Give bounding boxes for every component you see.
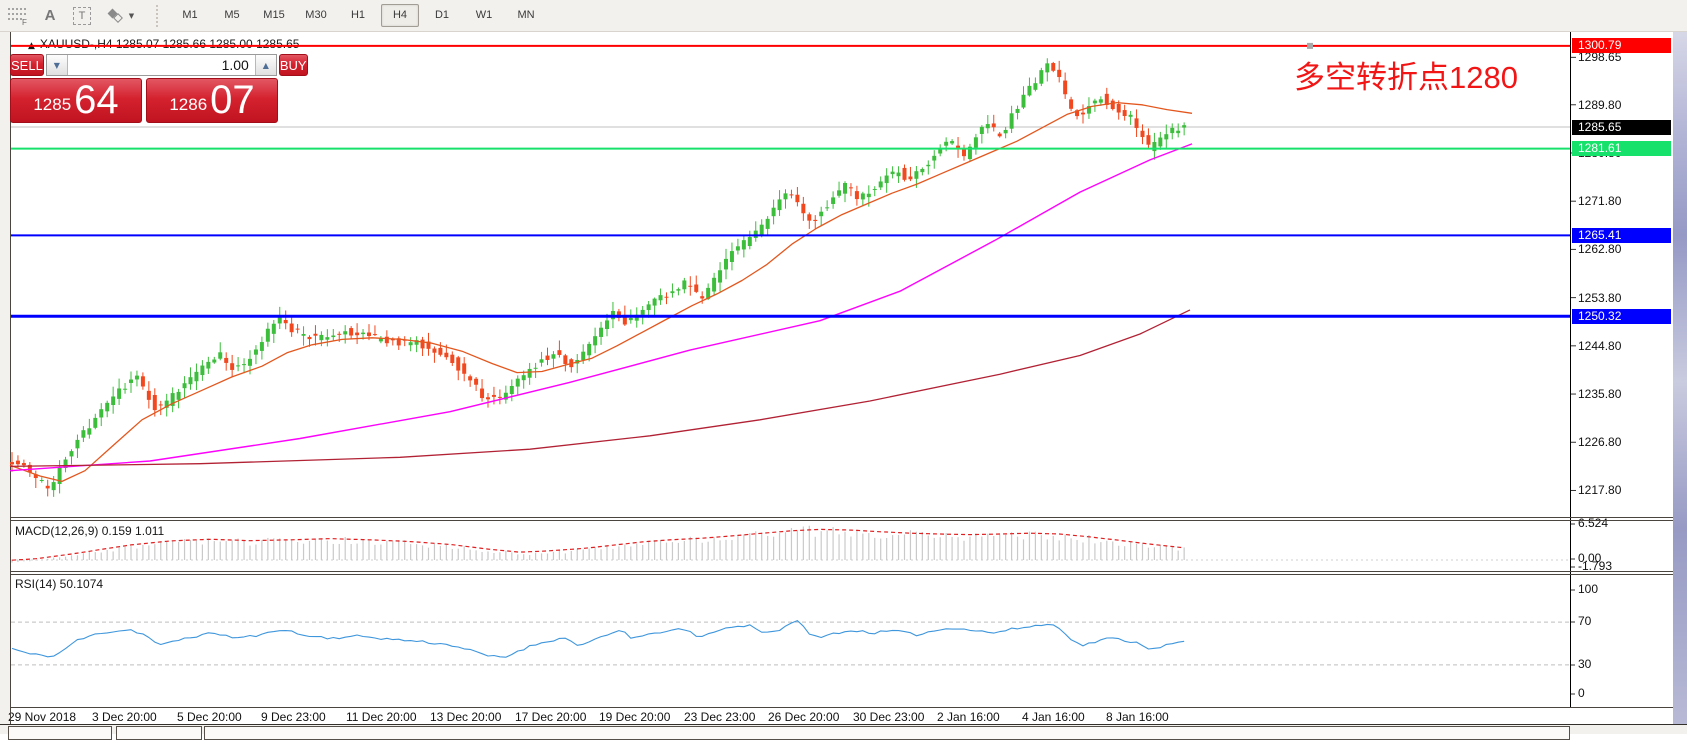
price-tick-label: 1271.80 [1578, 194, 1622, 209]
dropdown-caret-icon[interactable]: ▼ [128, 11, 135, 20]
chart-tab[interactable] [8, 726, 112, 740]
buy-button[interactable]: BUY [278, 54, 308, 76]
price-badge: 1265.41 [1572, 227, 1671, 243]
price-tick-label: 1253.80 [1578, 290, 1622, 305]
chart-tab[interactable] [116, 726, 202, 740]
time-axis-label: 11 Dec 20:00 [346, 710, 417, 724]
svg-text:F: F [22, 18, 27, 25]
timeframe-m15[interactable]: M15 [263, 9, 285, 21]
chart-annotation-text: 多空转折点1280 [1294, 60, 1518, 95]
time-axis-label: 30 Dec 23:00 [853, 710, 925, 724]
macd-label: MACD(12,26,9) 0.159 1.011 [15, 524, 165, 538]
macd-axis-label: 0.00 [1578, 551, 1602, 565]
buy-price-small: 1286 [169, 95, 208, 114]
volume-increase-icon[interactable]: ▲ [254, 55, 276, 75]
time-axis-label: 13 Dec 20:00 [430, 710, 502, 724]
collapse-triangle-icon: ▲ [28, 41, 35, 51]
sell-price-small: 1285 [33, 95, 72, 114]
time-axis-label: 17 Dec 20:00 [515, 710, 587, 724]
timeframe-h4[interactable]: H4 [381, 4, 419, 27]
timeframe-d1[interactable]: D1 [434, 9, 450, 21]
text-label-icon[interactable]: A [44, 7, 56, 24]
time-axis-label: 5 Dec 20:00 [177, 710, 242, 724]
fibonacci-icon[interactable]: F [4, 4, 32, 28]
time-axis-label: 19 Dec 20:00 [599, 710, 671, 724]
price-badge: 1285.65 [1572, 119, 1671, 135]
rsi-axis-label: 100 [1578, 582, 1599, 596]
rsi-axis-label: 70 [1578, 614, 1592, 628]
timeframe-mn[interactable]: MN [517, 9, 535, 21]
price-badge: 1250.32 [1572, 308, 1671, 324]
sell-price-big: 64 [74, 78, 119, 122]
sell-button[interactable]: SELL [10, 54, 44, 76]
toolbar: F A T ▼ M1 M5 M15 M30 H1 H4 D1 W1 MN [0, 0, 1687, 32]
window-right-edge [1673, 0, 1687, 734]
price-badge: 1281.61 [1572, 141, 1671, 157]
price-tick-label: 1289.80 [1578, 97, 1622, 112]
chart-title: ▲ XAUUSD-,H4 1285.07 1285.66 1285.00 1285… [28, 37, 300, 51]
one-click-trading-panel: SELL ▼ ▲ BUY 1285 64 1286 07 [10, 54, 308, 123]
price-badge: 1300.79 [1572, 38, 1671, 54]
price-tick-label: 1262.80 [1578, 242, 1622, 257]
time-axis-label: 8 Jan 16:00 [1106, 710, 1169, 724]
timeframe-w1[interactable]: W1 [475, 9, 493, 21]
timeframe-h1[interactable]: H1 [350, 9, 366, 21]
arrows-icon[interactable]: ▼ [100, 4, 140, 28]
macd-axis-label: 6.524 [1578, 516, 1609, 530]
volume-decrease-icon[interactable]: ▼ [46, 55, 68, 75]
chart-tab[interactable] [204, 726, 1570, 740]
time-axis-label: 9 Dec 23:00 [261, 710, 326, 724]
time-axis-label: 2 Jan 16:00 [937, 710, 1000, 724]
timeframe-m30[interactable]: M30 [305, 9, 327, 21]
price-tick-label: 1298.65 [1578, 50, 1622, 65]
price-tick-label: 1217.80 [1578, 483, 1622, 498]
text-icon[interactable]: T [68, 4, 96, 28]
price-tick-label: 1226.80 [1578, 435, 1622, 450]
time-axis-label: 3 Dec 20:00 [92, 710, 157, 724]
time-axis-label: 29 Nov 2018 [8, 710, 77, 724]
rsi-axis-label: 30 [1578, 657, 1592, 671]
sell-price-display[interactable]: 1285 64 [10, 78, 142, 123]
price-tick-label: 1235.80 [1578, 387, 1622, 402]
volume-spinner: ▼ ▲ [45, 54, 277, 76]
volume-input[interactable] [67, 55, 255, 75]
rsi-axis-label: 0 [1578, 686, 1585, 700]
timeframe-m5[interactable]: M5 [224, 9, 240, 21]
price-tick-label: 1244.80 [1578, 338, 1622, 353]
chart-tabs-bar [0, 725, 1687, 740]
chart-area[interactable] [10, 32, 1570, 707]
buy-price-display[interactable]: 1286 07 [146, 78, 278, 123]
time-axis-label: 26 Dec 20:00 [768, 710, 840, 724]
window-left-edge [0, 31, 10, 725]
toolbar-separator [154, 4, 161, 27]
macd-axis-label: -1.793 [1578, 559, 1613, 573]
timeframe-m1[interactable]: M1 [182, 9, 198, 21]
buy-price-big: 07 [210, 78, 255, 122]
time-axis-label: 23 Dec 23:00 [684, 710, 756, 724]
rsi-label: RSI(14) 50.1074 [15, 577, 104, 591]
time-axis-label: 4 Jan 16:00 [1022, 710, 1085, 724]
